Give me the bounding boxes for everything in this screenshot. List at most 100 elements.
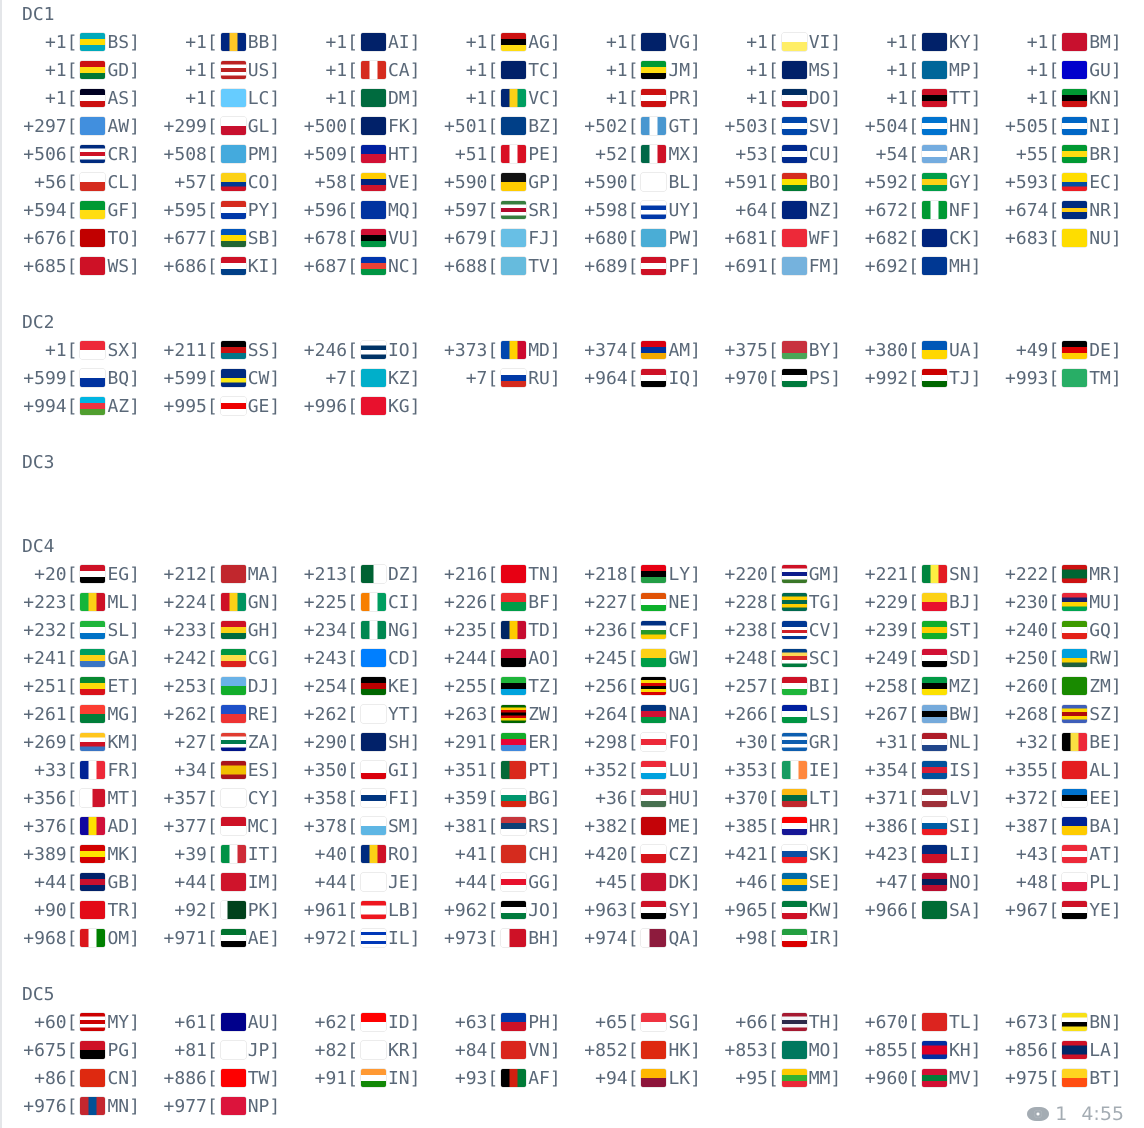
bracket-close: ] [549,172,561,193]
bracket-close: ] [129,60,140,81]
bracket-close: ] [269,1012,281,1033]
country-iso-code: LU [668,760,691,781]
country-iso-code: VU [387,228,410,249]
bracket-close: ] [269,228,281,249]
bracket-close: ] [549,704,561,725]
flag-icon [80,369,106,387]
dial-code: +501 [444,116,488,137]
flag-icon [360,677,386,695]
country-iso-code: SL [107,620,130,641]
flag-icon [921,33,947,51]
dial-code: +593 [1005,172,1049,193]
bracket-open: [ [1048,872,1060,893]
country-iso-code: MC [247,816,270,837]
bracket-close: ] [549,144,561,165]
flag-icon [781,257,807,275]
dial-code: +221 [864,564,909,585]
bracket-close: ] [970,228,982,249]
dial-code: +213 [303,564,348,585]
dial-code: +234 [303,620,348,641]
country-code-entry: +855[KH] [842,1037,982,1065]
bracket-close: ] [690,732,701,753]
flag-icon [80,117,106,135]
dial-code: +688 [444,256,488,277]
bracket-close: ] [1110,1068,1122,1089]
flag-icon [1062,733,1088,751]
dial-code: +64 [735,200,768,221]
country-code-entry: +966[SA] [842,897,982,925]
dial-code: +590 [444,172,488,193]
dial-code: +966 [864,900,909,921]
dial-code: +1 [465,88,488,109]
dial-code: +224 [163,592,207,613]
country-iso-code: NE [668,592,691,613]
bracket-open: [ [206,900,218,921]
bracket-open: [ [1048,676,1060,697]
dial-code: +976 [23,1096,67,1117]
bracket-close: ] [269,872,281,893]
bracket-close: ] [129,200,140,221]
country-iso-code: BT [1089,1068,1111,1089]
dial-code: +691 [724,256,768,277]
dial-code: +509 [303,144,348,165]
dial-code: +298 [584,732,628,753]
bracket-open: [ [767,60,779,81]
bracket-open: [ [206,396,218,417]
dial-code: +262 [163,704,207,725]
bracket-close: ] [129,1096,140,1117]
dial-code: +1 [605,32,628,53]
dial-code: +267 [864,704,909,725]
flag-icon [1062,873,1088,891]
country-code-entry: +95[MM] [701,1065,841,1093]
dial-code: +250 [1005,648,1049,669]
flag-icon [641,901,667,919]
bracket-close: ] [690,592,701,613]
country-code-entry: +355[AL] [982,757,1122,785]
flag-icon [641,621,667,639]
bracket-close: ] [409,340,421,361]
bracket-close: ] [830,704,842,725]
country-code-entry: +374[AM] [561,337,701,365]
country-code-entry: +852[HK] [561,1037,701,1065]
table-row: +297[AW] +299[GL] +500[FK] +501[BZ] +502[GT]… [0,113,1144,141]
country-code-entry: +27[ZA] [140,729,280,757]
country-iso-code: JE [387,872,410,893]
flag-icon [781,845,807,863]
flag-icon [501,677,527,695]
flag-icon [1062,1013,1088,1031]
flag-icon [1062,817,1088,835]
bracket-close: ] [549,900,561,921]
bracket-close: ] [970,564,982,585]
flag-icon [360,341,386,359]
bracket-open: [ [487,368,499,389]
bracket-close: ] [129,872,140,893]
bracket-close: ] [409,676,421,697]
country-code-entry: +1[US] [140,57,280,85]
dial-code: +7 [325,368,348,389]
country-iso-code: GE [247,396,270,417]
country-iso-code: KI [247,256,270,277]
bracket-open: [ [908,368,919,389]
bracket-close: ] [830,928,842,949]
dial-code: +504 [864,116,909,137]
dial-code: +681 [724,228,768,249]
country-iso-code: TJ [948,368,971,389]
country-iso-code: FJ [528,228,550,249]
flag-icon [501,201,527,219]
bracket-open: [ [347,256,358,277]
table-row: +356[MT] +357[CY] +358[FI] +359[BG] +36[HU] +… [0,785,1144,813]
dial-code: +229 [864,592,909,613]
country-code-entry: +84[VN] [421,1037,561,1065]
bracket-open: [ [206,32,218,53]
bracket-close: ] [970,844,982,865]
bracket-close: ] [1110,760,1122,781]
flag-icon [360,201,386,219]
country-code-entry: +228[TG] [701,589,842,617]
country-iso-code: DE [1089,340,1111,361]
bracket-close: ] [830,620,842,641]
country-iso-code: UY [668,200,691,221]
flag-icon [220,89,246,107]
country-code-entry: +506[CR] [0,141,140,169]
country-code-entry: +672[NF] [842,197,982,225]
bracket-close: ] [830,172,842,193]
